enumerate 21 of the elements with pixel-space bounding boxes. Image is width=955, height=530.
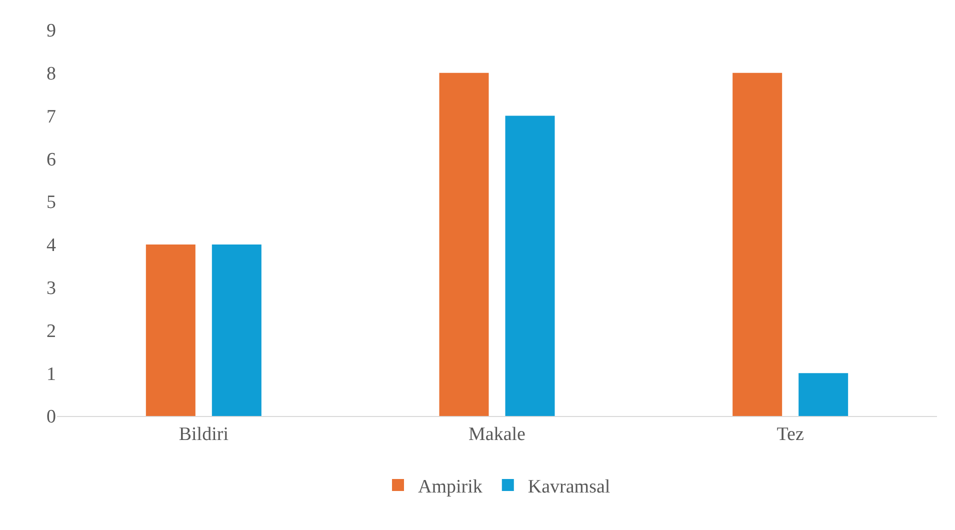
x-tick-label: Makale	[468, 424, 526, 445]
y-tick-label: 9	[46, 20, 56, 42]
bar	[146, 244, 196, 416]
legend-label: Ampirik	[418, 476, 483, 498]
y-tick-label: 8	[46, 64, 56, 85]
x-tick-label: Tez	[776, 424, 804, 445]
y-tick-label: 4	[46, 235, 56, 256]
legend-label: Kavramsal	[528, 476, 610, 498]
y-tick-label: 6	[46, 149, 56, 170]
bar	[212, 244, 262, 416]
y-tick-label: 3	[46, 278, 56, 299]
bar	[798, 373, 848, 416]
y-tick-label: 5	[46, 192, 56, 214]
y-tick-label: 2	[46, 320, 56, 342]
bar	[732, 72, 782, 416]
y-tick-label: 7	[46, 106, 56, 128]
bar	[505, 116, 555, 416]
y-tick-label: 0	[46, 406, 56, 428]
bar	[439, 72, 489, 416]
y-tick-label: 1	[46, 364, 56, 385]
x-tick-label: Bildiri	[178, 424, 228, 445]
